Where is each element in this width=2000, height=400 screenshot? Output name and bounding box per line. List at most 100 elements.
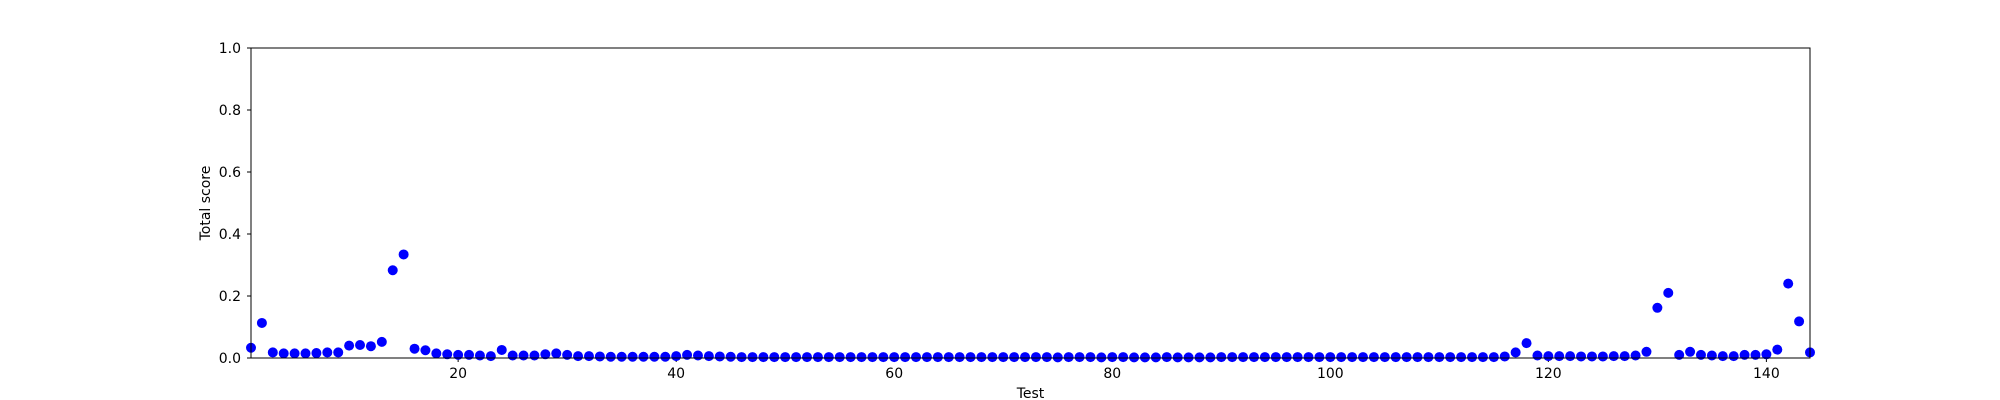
data-point [1238, 352, 1249, 363]
data-point [1063, 352, 1074, 363]
data-point [1085, 352, 1096, 363]
data-point [932, 352, 943, 363]
data-point [1412, 352, 1423, 363]
data-point [1554, 351, 1565, 362]
data-point [518, 350, 529, 361]
data-point [1281, 352, 1292, 363]
data-point [507, 350, 518, 361]
data-point [583, 351, 594, 362]
data-point [300, 348, 311, 359]
data-point [278, 348, 289, 359]
data-point [1216, 352, 1227, 363]
data-point [1663, 287, 1674, 298]
data-point [496, 344, 507, 355]
data-point [965, 352, 976, 363]
data-point [344, 340, 355, 351]
data-point [1674, 349, 1685, 360]
x-axis-label: Test [1016, 386, 1045, 400]
data-point [791, 352, 802, 363]
data-point [1270, 352, 1281, 363]
data-point [540, 349, 551, 360]
data-point [921, 352, 932, 363]
data-point [1467, 352, 1478, 363]
data-point [1205, 352, 1216, 363]
data-point [1172, 352, 1183, 363]
data-point [1009, 352, 1020, 363]
data-point [747, 352, 758, 363]
x-tick-label: 20 [449, 366, 467, 382]
data-point [1096, 352, 1107, 363]
data-point [1543, 351, 1554, 362]
data-point [638, 351, 649, 362]
data-point [1314, 352, 1325, 363]
data-point [551, 348, 562, 359]
y-axis-ticks: 0.0 0.2 0.4 0.6 0.8 1.0 [219, 41, 251, 367]
data-point [1717, 351, 1728, 362]
data-point [1303, 352, 1314, 363]
data-point [878, 352, 889, 363]
data-point [1445, 352, 1456, 363]
x-tick-label: 100 [1317, 366, 1344, 382]
data-point [1325, 352, 1336, 363]
y-tick-label: 0.2 [219, 289, 241, 305]
data-point [725, 351, 736, 362]
data-point [976, 352, 987, 363]
data-point [1041, 352, 1052, 363]
data-point [769, 352, 780, 363]
data-point [365, 341, 376, 352]
x-axis-ticks: 20 40 60 80 100 120 140 [449, 358, 1780, 382]
data-point [474, 350, 485, 361]
data-point [409, 343, 420, 354]
data-point [834, 352, 845, 363]
data-point [954, 352, 965, 363]
data-point [1641, 346, 1652, 357]
data-point [627, 351, 638, 362]
data-point [464, 349, 475, 360]
data-point [1794, 316, 1805, 327]
data-point [1074, 352, 1085, 363]
data-point [1248, 352, 1259, 363]
data-point [1499, 351, 1510, 362]
data-point [431, 348, 442, 359]
x-tick-label: 120 [1535, 366, 1562, 382]
data-point [714, 351, 725, 362]
data-point [1150, 352, 1161, 363]
data-point [812, 352, 823, 363]
data-point [987, 352, 998, 363]
data-point [1728, 351, 1739, 362]
data-point [267, 347, 278, 358]
data-point [1129, 352, 1140, 363]
data-point [802, 352, 813, 363]
data-point [845, 352, 856, 363]
y-tick-label: 0.8 [219, 103, 241, 119]
data-point [1259, 352, 1270, 363]
data-point [671, 351, 682, 362]
data-point [889, 352, 900, 363]
data-point [682, 349, 693, 360]
y-tick-label: 0.4 [219, 227, 241, 243]
data-point [387, 265, 398, 276]
data-point [649, 351, 660, 362]
data-point [998, 352, 1009, 363]
data-point [289, 348, 300, 359]
data-point [856, 352, 867, 363]
data-point [376, 336, 387, 347]
data-point [1488, 352, 1499, 363]
data-point [1368, 352, 1379, 363]
data-point [1423, 352, 1434, 363]
data-point [1183, 352, 1194, 363]
data-point [1772, 344, 1783, 355]
data-point [823, 352, 834, 363]
data-point [758, 352, 769, 363]
x-tick-label: 140 [1753, 366, 1780, 382]
data-point [420, 345, 431, 356]
data-point [1521, 338, 1532, 349]
data-point [1052, 352, 1063, 363]
data-point [900, 352, 911, 363]
data-point [442, 349, 453, 360]
data-point [1706, 350, 1717, 361]
data-point [1161, 352, 1172, 363]
data-point [1107, 352, 1118, 363]
data-point [1630, 350, 1641, 361]
